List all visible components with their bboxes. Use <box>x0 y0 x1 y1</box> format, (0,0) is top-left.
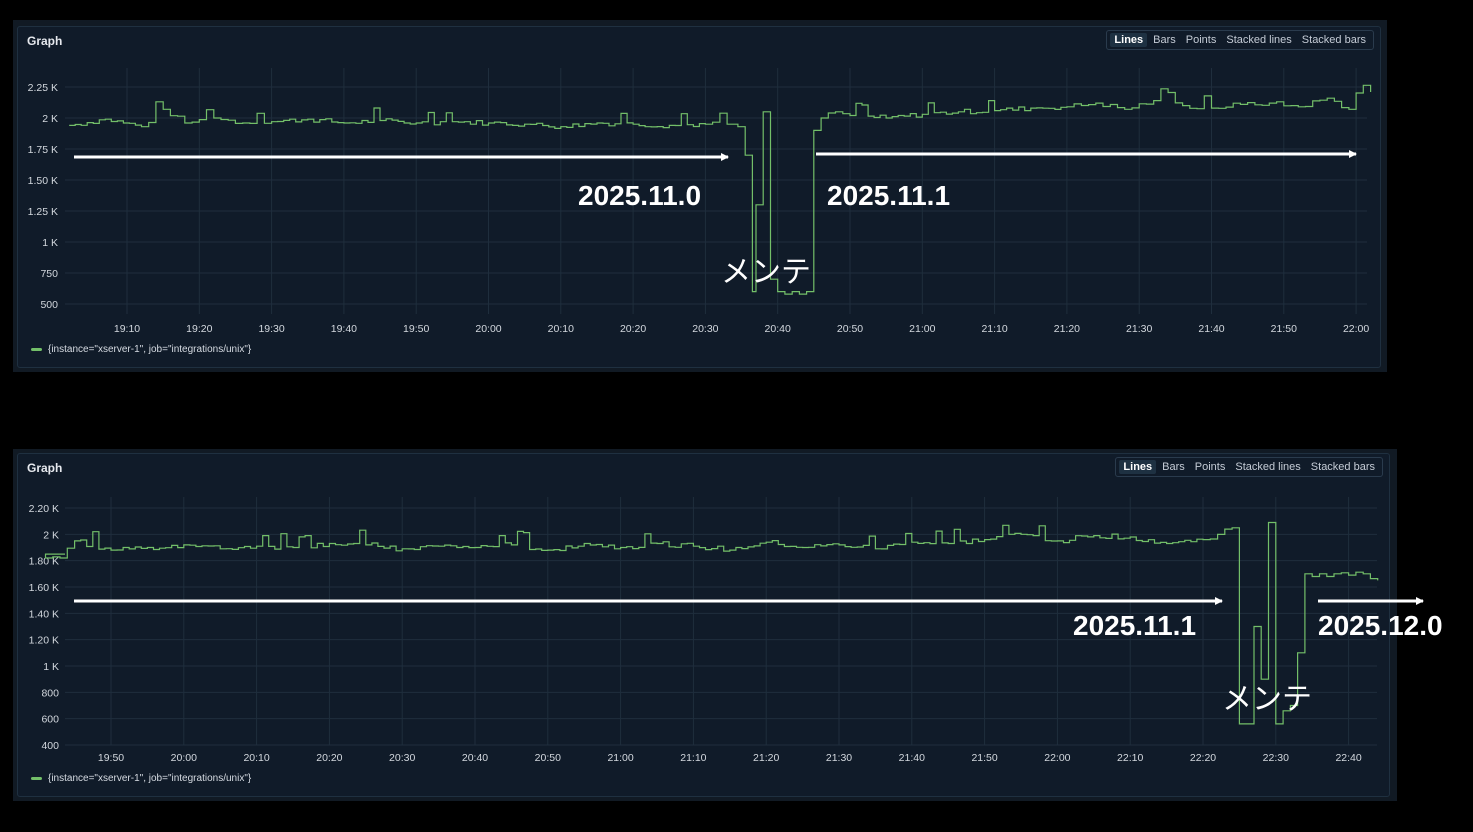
graph-panel-1: Graph Lines Bars Points Stacked lines St… <box>17 26 1381 368</box>
annotation-maintenance: メンテ <box>1222 682 1312 717</box>
x-tick-label: 22:20 <box>1190 752 1216 764</box>
x-tick-label: 21:30 <box>826 752 852 764</box>
view-option-bars[interactable]: Bars <box>1153 34 1176 46</box>
legend-swatch <box>31 348 42 351</box>
legend-label: {instance="xserver-1", job="integrations… <box>48 344 252 355</box>
graph-panel-2: Graph Lines Bars Points Stacked lines St… <box>17 453 1390 797</box>
x-tick-label: 20:00 <box>171 752 197 764</box>
annotation-version-before: 2025.11.0 <box>578 180 701 211</box>
x-tick-label: 21:40 <box>1198 323 1224 335</box>
y-tick-label: 750 <box>40 268 58 280</box>
y-tick-label: 1.40 K <box>29 608 59 620</box>
x-tick-label: 19:10 <box>114 323 140 335</box>
x-tick-label: 20:30 <box>389 752 415 764</box>
x-tick-label: 22:10 <box>1117 752 1143 764</box>
x-tick-label: 20:50 <box>535 752 561 764</box>
x-tick-label: 22:40 <box>1335 752 1361 764</box>
y-tick-label: 1.80 K <box>29 556 59 568</box>
x-tick-label: 22:00 <box>1343 323 1369 335</box>
x-tick-label: 19:50 <box>98 752 124 764</box>
y-tick-label: 2 K <box>43 529 59 541</box>
y-tick-label: 2.20 K <box>29 503 59 515</box>
x-tick-label: 19:40 <box>331 323 357 335</box>
x-tick-label: 22:00 <box>1044 752 1070 764</box>
x-tick-label: 21:50 <box>1271 323 1297 335</box>
series-line <box>69 84 1372 295</box>
x-tick-label: 20:50 <box>837 323 863 335</box>
y-tick-label: 600 <box>41 714 59 726</box>
view-option-lines[interactable]: Lines <box>1119 460 1157 474</box>
x-tick-label: 21:20 <box>1054 323 1080 335</box>
x-tick-label: 20:00 <box>475 323 501 335</box>
x-tick-label: 20:10 <box>548 323 574 335</box>
x-tick-label: 21:10 <box>680 752 706 764</box>
panel-title: Graph <box>27 34 63 48</box>
annotation-maintenance: メンテ <box>721 255 811 290</box>
legend-item[interactable]: {instance="xserver-1", job="integrations… <box>31 773 251 784</box>
x-tick-label: 22:30 <box>1263 752 1289 764</box>
y-tick-label: 1 K <box>43 661 59 673</box>
annotation-version-after: 2025.12.0 <box>1318 610 1443 641</box>
view-options: Lines Bars Points Stacked lines Stacked … <box>1115 457 1383 477</box>
y-tick-label: 800 <box>41 687 59 699</box>
y-tick-label: 1.25 K <box>28 206 58 218</box>
view-option-points[interactable]: Points <box>1194 461 1226 473</box>
series-line <box>44 521 1379 725</box>
x-tick-label: 20:30 <box>692 323 718 335</box>
x-tick-label: 20:40 <box>462 752 488 764</box>
x-tick-label: 21:50 <box>971 752 997 764</box>
x-tick-label: 20:20 <box>620 323 646 335</box>
annotation-version-after: 2025.11.1 <box>827 180 950 211</box>
y-tick-label: 1.75 K <box>28 144 58 156</box>
x-tick-label: 21:10 <box>981 323 1007 335</box>
view-option-stacked-bars[interactable]: Stacked bars <box>1310 461 1375 473</box>
x-tick-label: 20:20 <box>316 752 342 764</box>
panel-title: Graph <box>27 461 63 475</box>
y-tick-label: 400 <box>41 740 59 752</box>
y-tick-label: 1.60 K <box>29 582 59 594</box>
x-tick-label: 21:00 <box>909 323 935 335</box>
y-tick-label: 1.50 K <box>28 175 58 187</box>
y-tick-label: 2.25 K <box>28 82 58 94</box>
x-tick-label: 21:20 <box>753 752 779 764</box>
x-tick-label: 21:00 <box>607 752 633 764</box>
view-option-stacked-lines[interactable]: Stacked lines <box>1235 461 1301 473</box>
view-option-stacked-bars[interactable]: Stacked bars <box>1301 34 1366 46</box>
annotation-version-before: 2025.11.1 <box>1073 610 1196 641</box>
legend-label: {instance="xserver-1", job="integrations… <box>48 773 252 784</box>
y-tick-label: 2 K <box>42 113 58 125</box>
x-tick-label: 19:50 <box>403 323 429 335</box>
x-tick-label: 20:40 <box>765 323 791 335</box>
view-option-lines[interactable]: Lines <box>1110 33 1148 47</box>
x-tick-label: 19:20 <box>186 323 212 335</box>
view-option-points[interactable]: Points <box>1185 34 1217 46</box>
y-tick-label: 1.20 K <box>29 635 59 647</box>
x-tick-label: 21:30 <box>1126 323 1152 335</box>
x-tick-label: 20:10 <box>243 752 269 764</box>
legend-swatch <box>31 777 42 780</box>
y-tick-label: 500 <box>40 299 58 311</box>
y-tick-label: 1 K <box>42 237 58 249</box>
x-tick-label: 21:40 <box>899 752 925 764</box>
view-option-bars[interactable]: Bars <box>1162 461 1185 473</box>
view-options: Lines Bars Points Stacked lines Stacked … <box>1106 30 1374 50</box>
x-tick-label: 19:30 <box>258 323 284 335</box>
legend-item[interactable]: {instance="xserver-1", job="integrations… <box>31 344 251 355</box>
view-option-stacked-lines[interactable]: Stacked lines <box>1226 34 1292 46</box>
